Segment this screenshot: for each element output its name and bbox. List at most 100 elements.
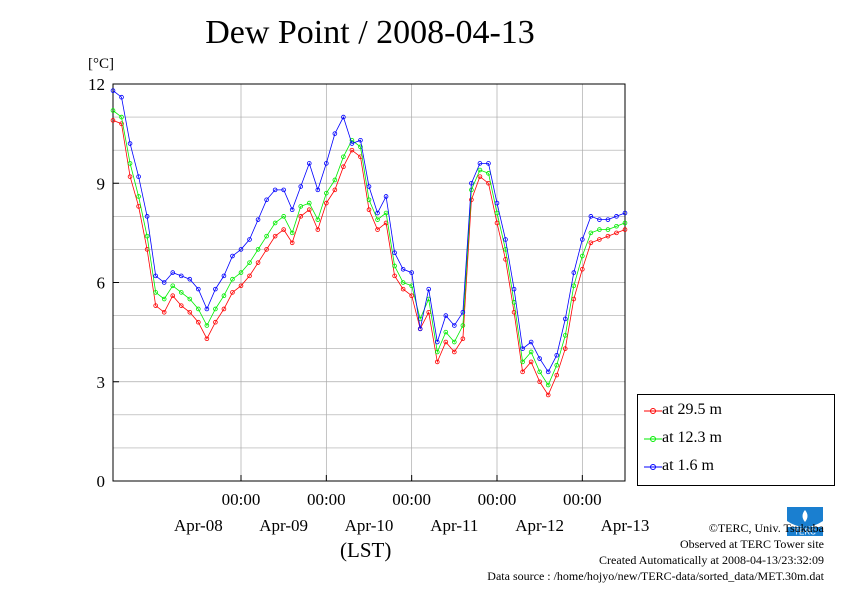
data-point [605, 227, 611, 232]
data-point [349, 141, 355, 146]
data-point [289, 207, 295, 213]
data-point [588, 240, 594, 246]
x-tick-date-label: Apr-09 [259, 516, 308, 535]
data-point [187, 276, 193, 282]
data-point [230, 276, 235, 282]
legend-item-1-6m: at 1.6 m [638, 457, 834, 477]
data-point [341, 154, 346, 160]
data-point [494, 220, 500, 226]
copyright-text: ©TERC, Univ. Tsukuba [708, 521, 824, 535]
data-point [298, 214, 304, 219]
data-point [289, 230, 295, 236]
data-point [434, 359, 440, 365]
data-point [306, 161, 312, 166]
data-point [580, 237, 585, 242]
data-point [204, 323, 210, 328]
data-point [341, 164, 346, 170]
data-point [247, 260, 252, 265]
series-line [112, 110, 626, 386]
data-point [255, 260, 261, 265]
data-point [315, 227, 321, 232]
data-point [614, 223, 619, 229]
data-point [161, 296, 167, 302]
data-point [511, 309, 517, 315]
data-point [187, 309, 193, 315]
data-point [272, 233, 278, 239]
data-point [332, 131, 338, 136]
data-point [392, 263, 397, 269]
x-tick-date-label: Apr-11 [430, 516, 478, 535]
data-point [477, 161, 483, 166]
legend-marker-red [644, 408, 662, 414]
data-point [324, 190, 329, 196]
data-point [196, 306, 201, 312]
data-point [255, 247, 261, 252]
data-point [306, 207, 312, 213]
data-point [562, 346, 568, 351]
data-point [537, 369, 542, 375]
x-tick-date-label: Apr-12 [515, 516, 564, 535]
data-point [272, 220, 278, 226]
data-point [144, 233, 150, 239]
data-point [494, 200, 500, 206]
data-point [417, 326, 423, 332]
y-tick-label: 9 [97, 174, 106, 193]
data-point [281, 187, 286, 193]
x-axis-label: (LST) [340, 538, 392, 562]
data-point [614, 214, 619, 219]
data-point [452, 323, 457, 328]
data-point [443, 313, 449, 318]
data-point [136, 194, 141, 199]
data-point [213, 319, 218, 325]
data-point [545, 382, 551, 388]
data-point [366, 197, 372, 203]
data-point [622, 227, 628, 232]
data-point [503, 237, 508, 242]
data-point [238, 270, 244, 275]
data-point [494, 210, 500, 216]
x-tick-time-label: 00:00 [392, 490, 431, 509]
legend: at 29.5 m at 12.3 m at 1.6 m [637, 394, 835, 486]
data-point [452, 339, 457, 345]
data-point [434, 339, 440, 345]
data-point [443, 329, 449, 335]
credits: ©TERC, Univ. Tsukuba Observed at TERC To… [487, 520, 824, 584]
x-tick-date-label: Apr-10 [345, 516, 394, 535]
data-point [452, 349, 457, 355]
data-point [119, 114, 124, 120]
data-point [528, 359, 534, 365]
data-point [178, 273, 184, 279]
data-point [221, 293, 227, 299]
data-point [366, 207, 372, 213]
data-point [520, 369, 525, 375]
y-tick-label: 3 [97, 373, 106, 392]
data-point [170, 270, 176, 275]
data-point [144, 214, 150, 219]
data-point [332, 187, 338, 193]
data-point [178, 303, 184, 308]
data-point [238, 247, 244, 252]
data-point [571, 283, 577, 289]
data-point [409, 270, 414, 275]
x-tick-time-label: 00:00 [222, 490, 261, 509]
data-point [204, 336, 210, 342]
data-point [315, 187, 321, 193]
data-point [110, 108, 116, 113]
data-point [298, 184, 304, 189]
data-point [366, 184, 372, 189]
data-point [554, 352, 560, 358]
data-point [349, 147, 355, 153]
legend-item-12-3m: at 12.3 m [638, 429, 834, 449]
data-point [161, 280, 167, 285]
data-point [605, 217, 611, 222]
data-point [119, 121, 124, 126]
data-point [153, 303, 158, 308]
data-point [119, 94, 124, 100]
data-point [196, 286, 201, 292]
data-point [264, 197, 269, 203]
data-point [400, 286, 406, 292]
x-tick-date-label: Apr-08 [174, 516, 223, 535]
data-point [469, 180, 474, 186]
data-point [511, 286, 517, 292]
